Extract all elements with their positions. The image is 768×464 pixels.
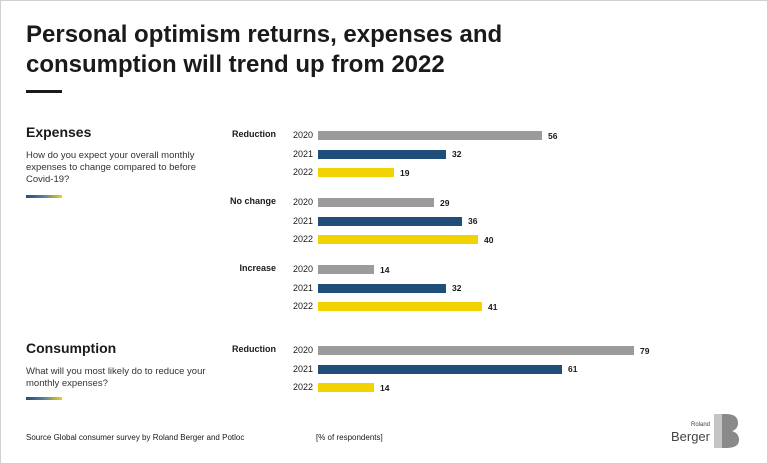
bar xyxy=(318,216,462,226)
bar-value-label: 14 xyxy=(380,264,390,275)
bar xyxy=(318,235,478,244)
section-title-expenses: Expenses xyxy=(26,124,92,140)
bar xyxy=(318,265,374,274)
section-question-consumption: What will you most likely do to reduce y… xyxy=(26,366,206,389)
bar xyxy=(318,364,562,374)
year-label: 2022 xyxy=(292,382,313,392)
bar-value-label: 61 xyxy=(568,364,578,374)
source-note: Source Global consumer survey by Roland … xyxy=(26,433,245,442)
year-label: 2020 xyxy=(292,130,313,140)
section-underline-consumption xyxy=(26,397,62,400)
bar-value-label: 79 xyxy=(640,345,650,356)
section-title-consumption: Consumption xyxy=(26,340,117,356)
group-label: No change xyxy=(229,196,276,206)
bar xyxy=(318,198,434,207)
section-underline-expenses xyxy=(26,195,62,198)
bar xyxy=(318,283,446,293)
bar xyxy=(318,131,542,140)
year-label: 2021 xyxy=(292,148,313,159)
bar-value-label: 41 xyxy=(488,301,498,312)
bar-value-label: 29 xyxy=(440,197,450,208)
bar xyxy=(318,168,394,177)
chart-title: Personal optimism returns, expenses and … xyxy=(26,21,503,78)
year-label: 2020 xyxy=(292,264,313,274)
bar-value-label: 56 xyxy=(548,130,558,141)
logo-line-2: Berger xyxy=(670,429,710,444)
bar xyxy=(318,346,634,355)
logo-line-1: Roland xyxy=(690,422,710,428)
unit-label: [% of respondents] xyxy=(316,433,383,442)
bar-value-label: 19 xyxy=(400,167,410,178)
bar-value-label: 32 xyxy=(452,283,462,293)
year-label: 2022 xyxy=(292,167,313,177)
year-label: 2021 xyxy=(292,282,313,293)
year-label: 2022 xyxy=(292,301,313,311)
title-underline xyxy=(26,90,62,93)
group-label: Reduction xyxy=(232,129,276,139)
bar-value-label: 40 xyxy=(484,234,494,245)
bar xyxy=(318,383,374,392)
bar xyxy=(318,149,446,159)
bar xyxy=(318,302,482,311)
group-label: Reduction xyxy=(232,344,276,354)
group-label: Increase xyxy=(239,263,276,273)
bar-value-label: 14 xyxy=(380,382,390,393)
year-label: 2021 xyxy=(292,215,313,226)
section-question-expenses: How do you expect your overall monthly e… xyxy=(26,150,197,185)
year-label: 2021 xyxy=(292,363,313,374)
year-label: 2020 xyxy=(292,345,313,355)
bar-value-label: 36 xyxy=(468,216,478,226)
year-label: 2020 xyxy=(292,197,313,207)
year-label: 2022 xyxy=(292,234,313,244)
logo-mark-icon xyxy=(714,414,739,448)
bar-value-label: 32 xyxy=(452,149,462,159)
